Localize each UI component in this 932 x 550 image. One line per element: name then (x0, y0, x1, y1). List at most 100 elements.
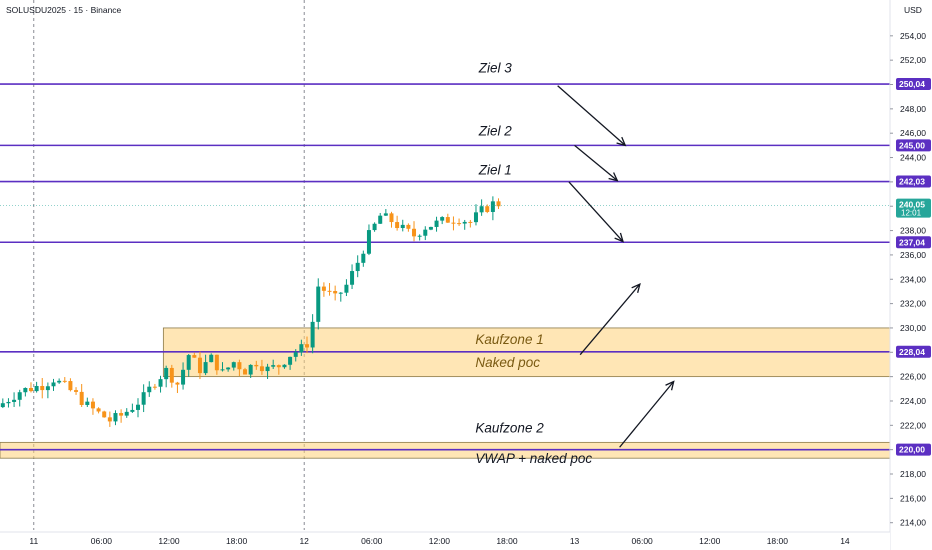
candle-body (209, 354, 214, 363)
candle (136, 398, 141, 418)
candle (288, 356, 293, 370)
candle-body (468, 221, 473, 223)
candle-body (254, 364, 259, 367)
candle-body (282, 364, 287, 368)
candle (254, 360, 259, 370)
candle-body (17, 392, 22, 400)
price-tick-label: 234,00 (900, 274, 926, 284)
price-tick-label: 254,00 (900, 31, 926, 41)
candle-body (0, 403, 5, 408)
candle-body (355, 262, 360, 272)
candle (490, 196, 495, 221)
level-price-badge[interactable] (896, 443, 931, 456)
time-tick-label: 06:00 (632, 536, 654, 546)
candle (51, 378, 56, 391)
candle (434, 216, 439, 232)
annotation-label[interactable]: Ziel 2 (478, 124, 513, 139)
level-price-badge-label: 250,04 (899, 79, 925, 89)
arrow-head (614, 232, 625, 243)
candle-body (147, 386, 152, 393)
annotation-label[interactable]: Ziel 3 (478, 60, 513, 75)
candle-body (90, 401, 95, 409)
candle (372, 222, 377, 232)
price-tick-label: 214,00 (900, 518, 926, 528)
candle-body (299, 344, 304, 353)
candle (496, 198, 501, 209)
candle-body (344, 284, 349, 293)
price-axis[interactable]: 214,00 216,00 218,00 220,00 222,00 224,00 226,… (889, 0, 932, 550)
candle-body (288, 356, 293, 365)
candle (304, 336, 309, 354)
level-price-badge[interactable] (896, 78, 931, 91)
candle-body (164, 367, 169, 380)
time-tick-label: 11 (29, 536, 38, 546)
level-price-badge[interactable] (896, 236, 931, 249)
price-tick-label: 238,00 (900, 226, 926, 236)
horizontal-levels[interactable] (0, 83, 890, 451)
time-tick-label: 13 (570, 536, 580, 546)
candle-body (265, 366, 270, 372)
level-price-badge-label: 220,00 (899, 445, 925, 455)
candle (197, 351, 202, 380)
arrow-head (665, 380, 675, 391)
level-price-badge[interactable] (896, 345, 931, 358)
arrow-head (608, 172, 619, 182)
candle (107, 411, 112, 427)
candle-body (113, 413, 118, 422)
candle (423, 226, 428, 241)
arrow-head (616, 136, 627, 147)
annotation-arrow[interactable] (619, 380, 675, 448)
price-tick-label: 232,00 (900, 299, 926, 309)
arrow-shaft (557, 85, 626, 146)
annotation-label[interactable]: VWAP + naked poc (475, 451, 592, 466)
candle-body (136, 404, 141, 410)
annotation-arrow[interactable] (574, 144, 619, 182)
time-tick-label: 12:00 (429, 536, 451, 546)
annotation-arrow[interactable] (579, 282, 641, 356)
candle-body (192, 355, 197, 358)
annotation-label[interactable]: Kaufzone 1 (475, 332, 543, 347)
currency-label: USD (904, 5, 922, 15)
candle-body (350, 271, 355, 285)
annotations[interactable]: Ziel 3 Ziel 2 Ziel 1 Kaufzone 1 Naked poc Kau… (475, 60, 592, 466)
candle-body (473, 212, 478, 223)
annotation-label[interactable]: Naked poc (475, 355, 540, 370)
zones (0, 327, 891, 459)
candle-body (333, 291, 338, 294)
candle (293, 349, 298, 362)
candle (243, 367, 248, 375)
candle (226, 367, 231, 372)
candle-body (203, 362, 208, 374)
annotation-label[interactable]: Kaufzone 2 (475, 421, 544, 436)
candle-body (6, 401, 11, 404)
time-tick-label: 12:00 (699, 536, 721, 546)
candle (62, 377, 67, 384)
candle (68, 378, 73, 392)
candle-body (389, 213, 394, 223)
last-price-badge[interactable] (896, 198, 931, 218)
candle (428, 226, 433, 231)
candle-body (406, 224, 411, 229)
candle-body (40, 386, 45, 391)
candle (203, 354, 208, 376)
candle (400, 219, 405, 232)
candle-body (51, 382, 56, 387)
time-tick-label: 06:00 (91, 536, 113, 546)
candle (79, 384, 84, 408)
level-price-badge[interactable] (896, 175, 931, 188)
candle-body (428, 226, 433, 230)
level-price-badge[interactable] (896, 139, 931, 152)
candle (440, 216, 445, 225)
arrows[interactable] (557, 85, 675, 448)
price-tick-label: 224,00 (900, 396, 926, 406)
candle-body (119, 413, 124, 416)
candle-body (130, 409, 135, 412)
annotation-arrow[interactable] (557, 85, 627, 147)
annotation-label[interactable]: Ziel 1 (478, 163, 512, 178)
annotation-arrow[interactable] (568, 181, 625, 243)
time-axis[interactable]: 11 06:00 12:00 18:00 12 06:00 12:00 18:00 13 06:0… (0, 531, 890, 550)
candle-body (462, 221, 467, 224)
candle (248, 364, 253, 378)
